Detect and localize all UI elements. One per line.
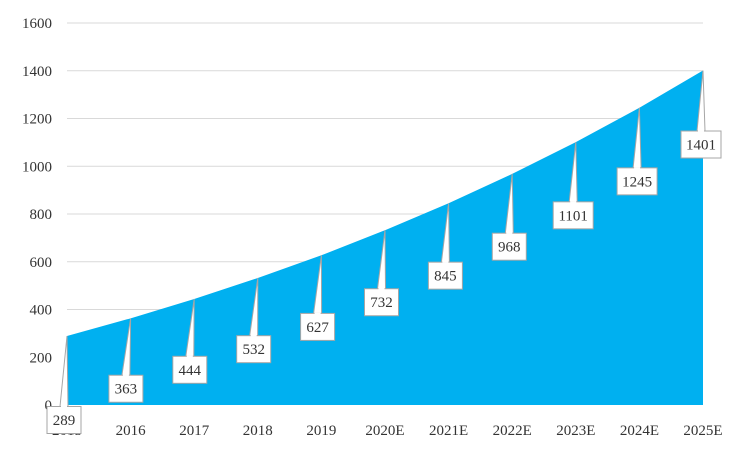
x-tick-label: 2022E [493,423,532,439]
callout-box [491,232,527,261]
y-tick-label: 400 [30,303,53,319]
x-tick-label: 2019 [306,423,336,439]
callout-box [172,355,208,384]
data-label: 1245 [616,107,658,196]
x-tick-label: 2017 [179,423,210,439]
data-label-text: 1101 [558,208,587,224]
data-labels: 289 363 444 532 627 732 845 968 1101 1245 1401 [46,70,722,435]
callout-box [300,312,336,341]
data-label: 363 [108,318,144,403]
y-tick-label: 1400 [22,64,52,80]
x-tick-label: 2023E [556,423,595,439]
data-label-text: 444 [179,363,202,379]
data-label-text: 1401 [686,138,716,154]
y-tick-label: 1600 [22,16,52,32]
data-label: 732 [364,230,399,317]
data-label-text: 289 [53,413,76,429]
callout-box [46,406,82,435]
y-tick-label: 600 [30,255,53,271]
data-label: 968 [491,173,527,261]
data-label: 845 [427,203,463,290]
callout-pointer [59,335,69,408]
data-label: 1401 [680,70,722,159]
y-tick-label: 0 [45,398,53,414]
x-tick-label: 2021E [429,423,468,439]
y-tick-label: 1200 [22,112,52,128]
data-label: 289 [46,335,82,435]
x-tick-label: 2018 [243,423,273,439]
y-tick-label: 200 [30,350,53,366]
x-tick-label: 2020E [365,423,404,439]
data-label: 1101 [552,142,594,230]
callout-box [552,201,594,230]
data-label-text: 732 [370,295,393,311]
data-label-text: 968 [498,240,521,256]
x-tick-label: 2024E [620,423,659,439]
callout-box [108,374,144,403]
data-label-text: 532 [242,342,265,358]
y-tick-label: 800 [30,207,53,223]
data-label-text: 1245 [622,174,652,190]
data-label-text: 363 [115,382,138,398]
data-label: 444 [172,298,208,384]
y-tick-label: 1000 [22,159,52,175]
x-tick-label: 2016 [116,423,147,439]
x-tick-label: 2025E [683,423,722,439]
data-label: 532 [236,277,272,364]
data-label-text: 845 [434,269,457,285]
data-label-text: 627 [306,320,329,336]
data-label: 627 [300,255,336,341]
y-axis: 0 200 400 600 800 1000 1200 1400 1600 [22,16,52,414]
callout-box [680,130,722,159]
x-axis: 201520162017201820192020E2021E2022E2023E… [52,423,723,439]
